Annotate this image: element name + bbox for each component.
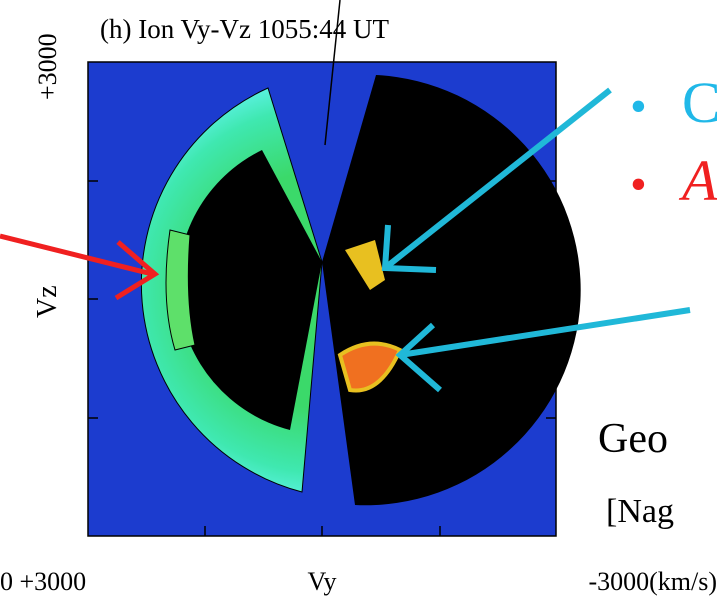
bullet-text: C: [682, 70, 717, 135]
bullet: •: [630, 158, 647, 211]
bullet-text: A: [678, 148, 717, 213]
y-top-label: +3000: [33, 33, 62, 100]
y-axis-label: Vz: [32, 285, 63, 318]
cyan-arrows: [381, 87, 691, 393]
left-core: [177, 150, 322, 430]
x-left-label: 0 +3000: [0, 567, 86, 596]
hot-spot: [337, 341, 403, 393]
hot-spot: [345, 240, 385, 290]
red-arrow: [0, 233, 160, 301]
side-text: Geo: [598, 416, 668, 462]
pointer-line: [324, 0, 341, 146]
bullet: •: [630, 80, 647, 133]
right-wedge: [322, 75, 581, 506]
x-right-label: -3000(km/s): [588, 567, 717, 596]
panel-title: (h) Ion Vy-Vz 1055:44 UT: [100, 14, 389, 44]
contour: [165, 229, 196, 351]
side-text: [Nag: [606, 493, 674, 530]
x-axis-label: Vy: [308, 567, 337, 596]
